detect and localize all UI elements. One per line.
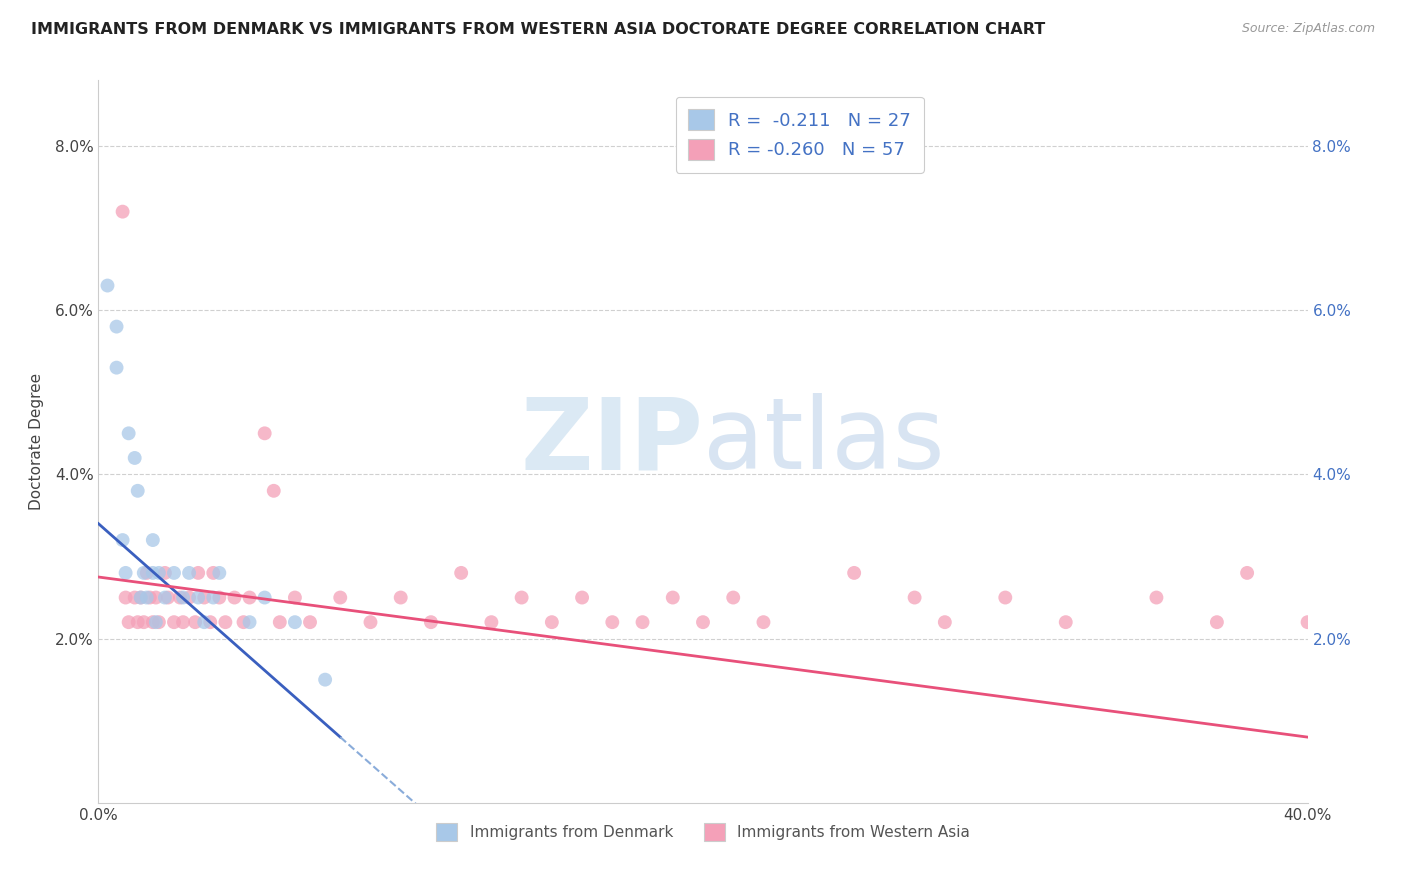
Point bbox=[224, 591, 246, 605]
Point bbox=[263, 483, 285, 498]
Point bbox=[142, 566, 165, 580]
Point bbox=[145, 615, 167, 630]
Text: IMMIGRANTS FROM DENMARK VS IMMIGRANTS FROM WESTERN ASIA DOCTORATE DEGREE CORRELA: IMMIGRANTS FROM DENMARK VS IMMIGRANTS FR… bbox=[31, 22, 1045, 37]
Point bbox=[118, 615, 141, 630]
Point bbox=[187, 591, 209, 605]
Point bbox=[135, 591, 157, 605]
Point bbox=[994, 591, 1017, 605]
Text: Source: ZipAtlas.com: Source: ZipAtlas.com bbox=[1241, 22, 1375, 36]
Point bbox=[214, 615, 236, 630]
Point bbox=[723, 591, 745, 605]
Point bbox=[904, 591, 927, 605]
Point bbox=[114, 566, 136, 580]
Point bbox=[184, 615, 207, 630]
Point bbox=[132, 566, 155, 580]
Point bbox=[1296, 615, 1319, 630]
Point bbox=[124, 450, 146, 465]
Point bbox=[1206, 615, 1229, 630]
Point bbox=[389, 591, 412, 605]
Point bbox=[163, 566, 186, 580]
Point bbox=[232, 615, 254, 630]
Y-axis label: Doctorate Degree: Doctorate Degree bbox=[28, 373, 44, 510]
Point bbox=[111, 533, 134, 547]
Point bbox=[153, 566, 176, 580]
Point bbox=[132, 615, 155, 630]
Point bbox=[172, 615, 194, 630]
Point bbox=[692, 615, 714, 630]
Text: ZIP: ZIP bbox=[520, 393, 703, 490]
Point bbox=[202, 591, 225, 605]
Point bbox=[934, 615, 956, 630]
Point bbox=[844, 566, 866, 580]
Text: atlas: atlas bbox=[703, 393, 945, 490]
Legend: Immigrants from Denmark, Immigrants from Western Asia: Immigrants from Denmark, Immigrants from… bbox=[423, 811, 983, 853]
Point bbox=[148, 615, 170, 630]
Point bbox=[253, 426, 276, 441]
Point bbox=[299, 615, 322, 630]
Point bbox=[661, 591, 683, 605]
Point bbox=[284, 615, 307, 630]
Point bbox=[127, 615, 149, 630]
Point bbox=[602, 615, 624, 630]
Point bbox=[253, 591, 276, 605]
Point bbox=[450, 566, 472, 580]
Point bbox=[1236, 566, 1258, 580]
Point bbox=[129, 591, 152, 605]
Point bbox=[269, 615, 291, 630]
Point bbox=[510, 591, 533, 605]
Point bbox=[156, 591, 179, 605]
Point bbox=[420, 615, 443, 630]
Point bbox=[239, 591, 262, 605]
Point bbox=[96, 278, 118, 293]
Point bbox=[153, 591, 176, 605]
Point bbox=[540, 615, 562, 630]
Point bbox=[179, 566, 201, 580]
Point bbox=[208, 566, 231, 580]
Point bbox=[193, 615, 215, 630]
Point bbox=[631, 615, 654, 630]
Point bbox=[127, 483, 149, 498]
Point bbox=[481, 615, 503, 630]
Point bbox=[239, 615, 262, 630]
Point bbox=[571, 591, 593, 605]
Point bbox=[111, 204, 134, 219]
Point bbox=[208, 591, 231, 605]
Point bbox=[329, 591, 352, 605]
Point bbox=[142, 615, 165, 630]
Point bbox=[360, 615, 382, 630]
Point bbox=[193, 591, 215, 605]
Point bbox=[314, 673, 336, 687]
Point bbox=[118, 426, 141, 441]
Point bbox=[163, 615, 186, 630]
Point bbox=[200, 615, 222, 630]
Point bbox=[142, 533, 165, 547]
Point bbox=[169, 591, 191, 605]
Point bbox=[752, 615, 775, 630]
Point bbox=[284, 591, 307, 605]
Point bbox=[148, 566, 170, 580]
Point bbox=[105, 360, 128, 375]
Point bbox=[145, 591, 167, 605]
Point bbox=[202, 566, 225, 580]
Point bbox=[105, 319, 128, 334]
Point bbox=[172, 591, 194, 605]
Point bbox=[124, 591, 146, 605]
Point bbox=[114, 591, 136, 605]
Point bbox=[179, 591, 201, 605]
Point bbox=[1054, 615, 1077, 630]
Point bbox=[129, 591, 152, 605]
Point bbox=[135, 566, 157, 580]
Point bbox=[187, 566, 209, 580]
Point bbox=[139, 591, 162, 605]
Point bbox=[1144, 591, 1167, 605]
